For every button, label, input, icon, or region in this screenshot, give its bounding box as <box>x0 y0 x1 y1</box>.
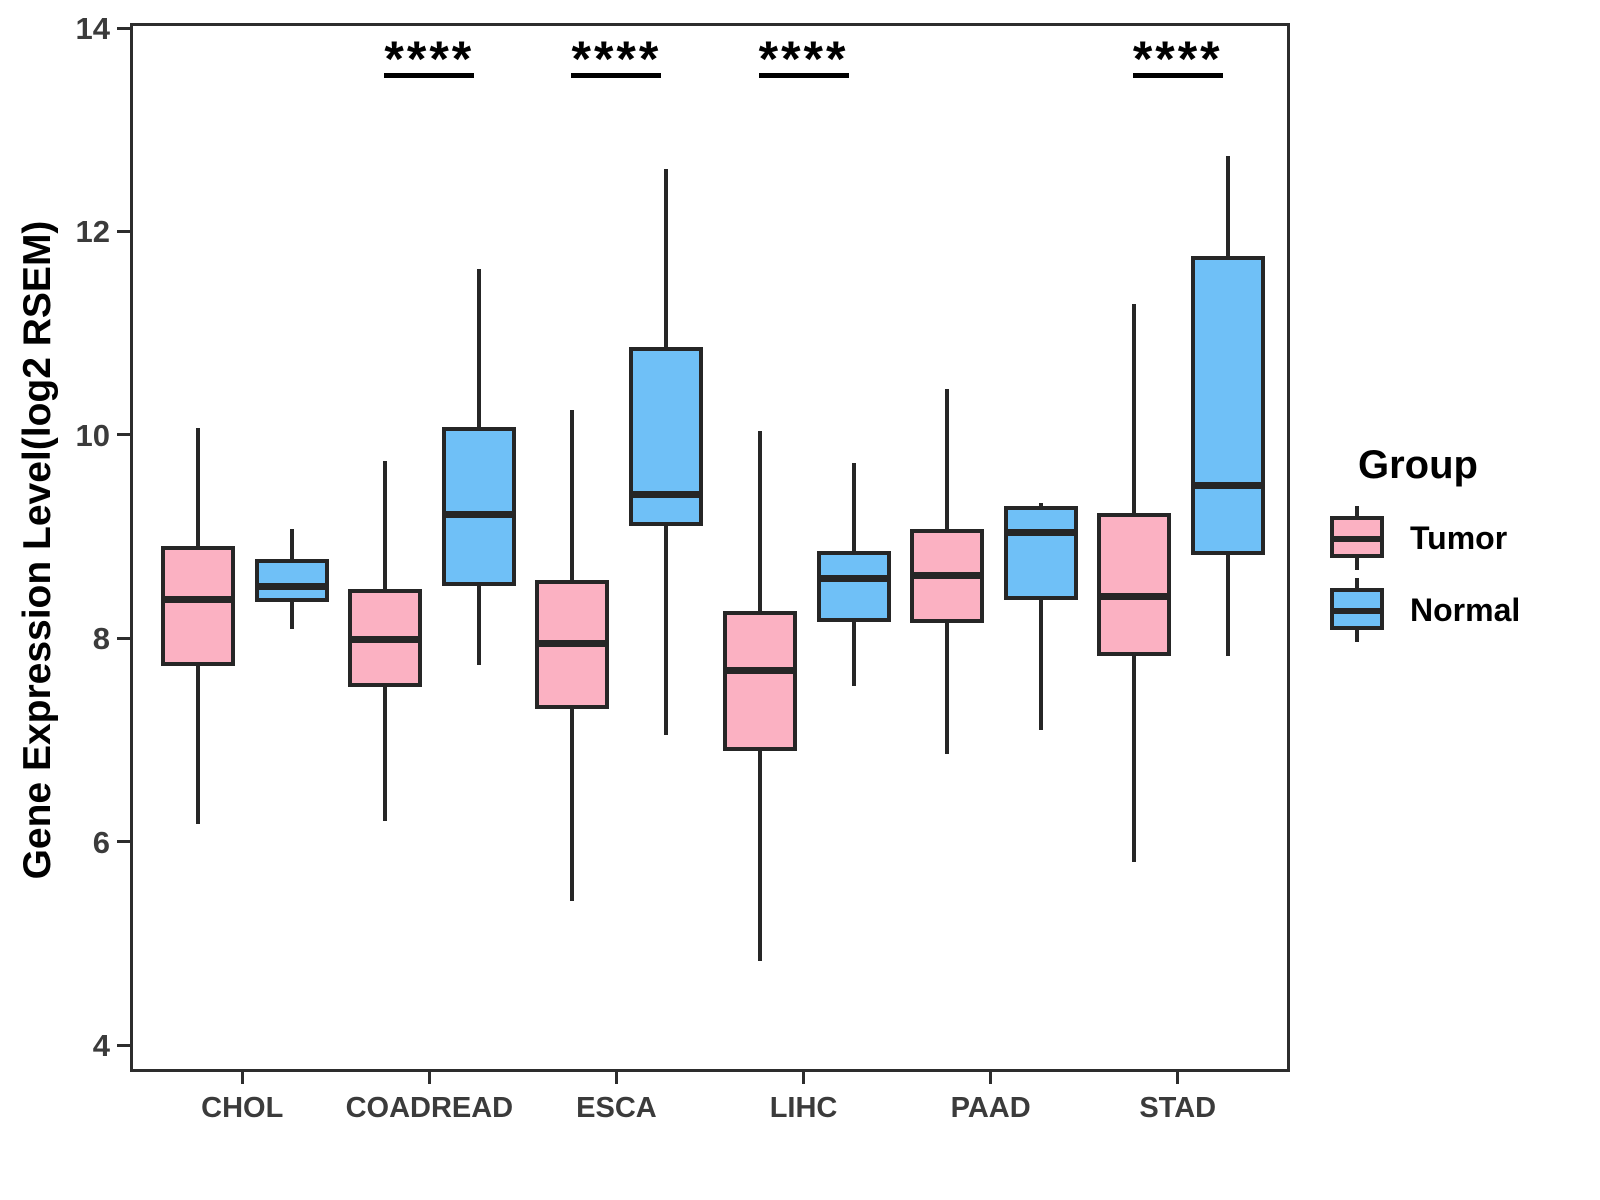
y-tick-label-12: 12 <box>75 214 110 250</box>
x-tick-label-STAD: STAD <box>1139 1092 1217 1124</box>
median-normal-STAD <box>1190 482 1265 490</box>
y-tick-8 <box>117 636 130 640</box>
y-axis-title: Gene Expression Level(log2 RSEM) <box>16 220 59 880</box>
boxplot-glyph-icon <box>1330 506 1384 570</box>
x-tick-label-PAAD: PAAD <box>950 1092 1031 1124</box>
legend-label-normal: Normal <box>1410 591 1521 628</box>
box-normal-CHOL <box>255 558 330 602</box>
glyph-median <box>1330 536 1384 542</box>
x-tick-label-COADREAD: COADREAD <box>345 1092 514 1124</box>
median-normal-COADREAD <box>442 510 517 518</box>
x-tick-CHOL <box>240 1072 244 1084</box>
legend-label-tumor: Tumor <box>1410 519 1508 556</box>
box-tumor-STAD <box>1096 513 1171 657</box>
y-tick-14 <box>117 26 130 30</box>
median-tumor-CHOL <box>161 596 236 603</box>
median-normal-LIHC <box>816 574 891 582</box>
median-normal-ESCA <box>629 491 704 499</box>
whisker-normal-PAAD <box>1038 502 1043 730</box>
y-tick-12 <box>117 229 130 233</box>
y-tick-10 <box>117 433 130 437</box>
x-tick-COADREAD <box>427 1072 431 1084</box>
median-tumor-ESCA <box>535 639 610 647</box>
box-normal-STAD <box>1190 255 1265 555</box>
significance-bar-LIHC <box>758 73 849 78</box>
significance-bar-ESCA <box>571 73 662 78</box>
median-tumor-LIHC <box>722 667 797 675</box>
legend: Group Tumor Normal <box>1330 443 1590 650</box>
x-tick-label-ESCA: ESCA <box>576 1092 657 1124</box>
y-tick-6 <box>117 840 130 844</box>
box-tumor-LIHC <box>722 610 797 752</box>
y-tick-4 <box>117 1043 130 1047</box>
median-normal-PAAD <box>1003 528 1078 536</box>
median-normal-CHOL <box>255 582 330 590</box>
box-tumor-CHOL <box>161 545 236 666</box>
y-tick-label-6: 6 <box>92 824 110 860</box>
x-tick-label-LIHC: LIHC <box>769 1092 838 1124</box>
x-tick-label-CHOL: CHOL <box>201 1092 284 1124</box>
glyph-median <box>1330 608 1384 614</box>
x-tick-STAD <box>1176 1072 1180 1084</box>
legend-title: Group <box>1358 443 1478 487</box>
x-tick-ESCA <box>614 1072 618 1084</box>
median-tumor-PAAD <box>909 571 984 579</box>
y-tick-label-8: 8 <box>92 621 110 657</box>
y-tick-label-4: 4 <box>92 1028 110 1063</box>
x-tick-PAAD <box>989 1072 993 1084</box>
box-normal-ESCA <box>629 347 704 527</box>
legend-entry-normal: Normal <box>1330 578 1590 642</box>
x-tick-LIHC <box>802 1072 806 1084</box>
legend-entry-tumor: Tumor <box>1330 506 1590 570</box>
plot-panel <box>130 23 1290 1072</box>
median-tumor-STAD <box>1096 592 1171 600</box>
box-normal-COADREAD <box>442 426 517 587</box>
boxplot-glyph-icon <box>1330 578 1384 642</box>
box-normal-LIHC <box>816 550 891 622</box>
y-tick-label-10: 10 <box>75 417 110 453</box>
box-normal-PAAD <box>1003 505 1078 600</box>
significance-bar-COADREAD <box>384 73 475 78</box>
y-tick-label-14: 14 <box>75 11 110 46</box>
median-tumor-COADREAD <box>348 635 423 643</box>
significance-bar-STAD <box>1132 73 1223 78</box>
